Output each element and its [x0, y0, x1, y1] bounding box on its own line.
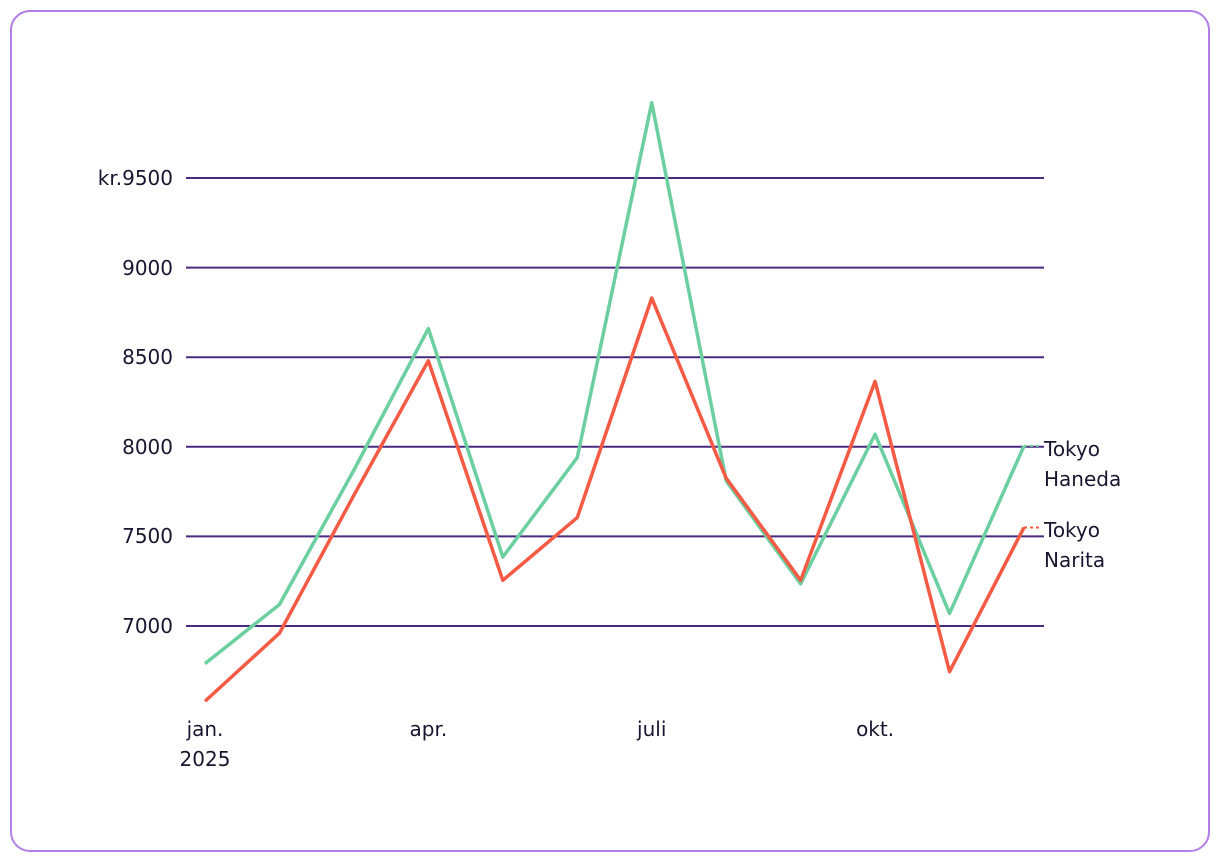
- line: [203, 296, 1026, 703]
- x-tick-label: jan. 2025: [179, 717, 231, 771]
- y-tick-label: 8500: [122, 345, 173, 370]
- y-tick-label: 7000: [122, 614, 173, 638]
- legend-label: Tokyo Narita: [1044, 518, 1106, 573]
- x-tick-label: apr.: [409, 717, 448, 741]
- y-tick-label: 8000: [122, 434, 173, 459]
- y-tick-label: 7500: [122, 524, 173, 549]
- x-tick-label: juli: [637, 717, 667, 741]
- legend-label: Tokyo Haneda: [1044, 436, 1122, 491]
- line: [203, 100, 1026, 666]
- card: [10, 10, 1210, 852]
- y-tick-label: kr.9500: [97, 166, 173, 190]
- y-tick-label: 9000: [122, 255, 173, 280]
- x-tick-label: okt.: [856, 717, 895, 741]
